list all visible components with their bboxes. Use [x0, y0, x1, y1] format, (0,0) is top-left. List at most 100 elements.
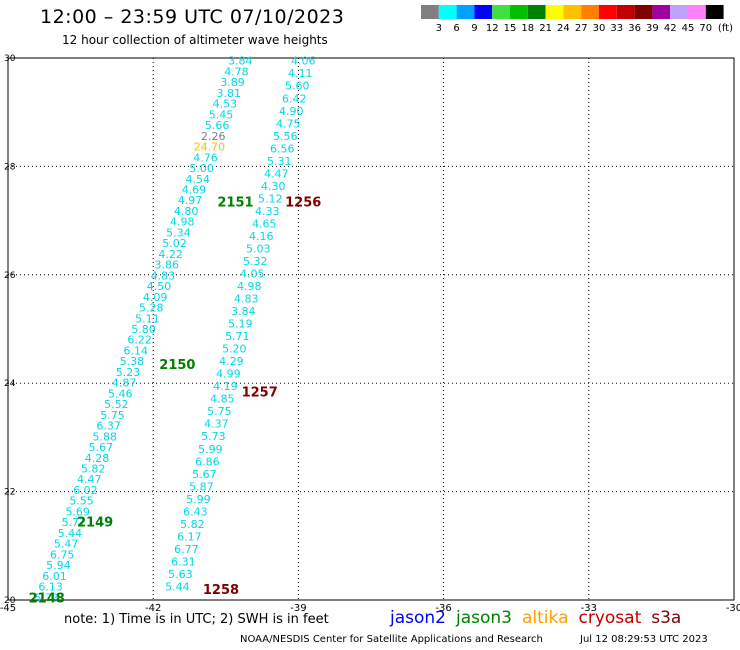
wave-height-value: 4.06 — [291, 55, 316, 68]
wave-height-value: 5.87 — [189, 480, 214, 493]
wave-height-value: 6.77 — [174, 543, 199, 556]
wave-height-value: 3.84 — [231, 305, 256, 318]
satellite-s3a: s3a — [651, 608, 682, 628]
lat-tick-label: 28 — [4, 162, 16, 172]
wave-height-value: 4.28 — [85, 452, 110, 465]
wave-height-value: 5.82 — [180, 518, 205, 531]
legend-label: 3 — [436, 23, 442, 34]
lat-tick-label: 24 — [4, 379, 16, 389]
wave-height-value: 3.84 — [228, 55, 253, 68]
wave-height-value: 5.31 — [267, 155, 292, 168]
wave-height-value: 5.55 — [69, 495, 94, 508]
wave-height-value: 4.54 — [185, 173, 210, 186]
lon-tick-label: -39 — [290, 603, 306, 614]
legend-label: 36 — [628, 23, 641, 34]
wave-height-value: 4.98 — [170, 216, 195, 229]
page-title: 12:00 – 23:59 UTC 07/10/2023 — [40, 6, 345, 28]
legend-swatch — [527, 5, 546, 19]
wave-height-value: 5.72 — [62, 516, 87, 529]
wave-height-value: 5.02 — [162, 237, 187, 250]
wave-height-value: 6.75 — [50, 548, 75, 561]
footer-note: note: 1) Time is in UTC; 2) SWH is in fe… — [64, 612, 329, 627]
legend-swatch — [688, 5, 706, 19]
wave-height-value: 4.47 — [77, 473, 102, 486]
wave-height-value: 3.89 — [220, 76, 245, 89]
page-subtitle: 12 hour collection of altimeter wave hei… — [62, 33, 328, 47]
legend-swatch — [634, 5, 653, 19]
wave-height-value: 5.46 — [108, 387, 133, 400]
legend-swatch — [670, 5, 688, 19]
legend-swatch — [474, 5, 493, 19]
legend-label: 27 — [575, 23, 588, 34]
lon-tick-label: -30 — [726, 603, 740, 614]
pass-label: 1258 — [203, 583, 239, 598]
wave-height-value: 4.33 — [255, 205, 280, 218]
legend-swatch — [421, 5, 439, 19]
legend-label: 6 — [453, 23, 459, 34]
lat-tick-label: 20 — [4, 596, 16, 606]
satellite-altika: altika — [522, 608, 569, 628]
wave-height-value: 24.70 — [194, 141, 226, 154]
legend-label: 21 — [539, 23, 552, 34]
wave-height-value: 5.88 — [93, 430, 118, 443]
wave-height-value: 4.90 — [279, 105, 304, 118]
wave-height-value: 5.75 — [100, 409, 125, 422]
wave-height-value: 4.29 — [219, 355, 244, 368]
wave-height-value: 6.13 — [38, 581, 63, 594]
pass-label: 2150 — [159, 358, 195, 373]
wave-height-value: 5.66 — [205, 119, 230, 132]
wave-height-value: 5.99 — [186, 493, 211, 506]
pass-label: 2151 — [217, 196, 253, 211]
wave-height-value: 4.80 — [174, 205, 199, 218]
wave-height-value: 5.44 — [58, 527, 83, 540]
wave-height-value: 5.28 — [139, 302, 164, 315]
wave-height-value: 4.65 — [252, 217, 277, 230]
satellite-legend: jason2 jason3 altika cryosat s3a — [390, 608, 691, 628]
legend-label: 45 — [682, 23, 695, 34]
legend-label: 9 — [471, 23, 477, 34]
lon-tick-label: -33 — [581, 603, 597, 614]
pass-label: 1256 — [285, 196, 321, 211]
wave-height-value: 6.37 — [96, 420, 121, 433]
wave-height-value: 4.05 — [240, 268, 265, 281]
wave-height-value: 5.99 — [198, 443, 223, 456]
wave-height-value: 4.75 — [276, 117, 301, 130]
credit-line: NOAA/NESDIS Center for Satellite Applica… — [240, 634, 543, 645]
legend-label: 30 — [593, 23, 606, 34]
wave-height-value: 5.03 — [246, 242, 271, 255]
wave-height-value: 6.43 — [183, 505, 208, 518]
legend-unit: (ft) — [718, 23, 733, 34]
wave-height-value: 6.01 — [42, 570, 67, 583]
wave-height-value: 5.34 — [166, 226, 191, 239]
legend-label: 39 — [646, 23, 659, 34]
wave-height-value: 5.45 — [209, 108, 234, 121]
wave-height-value: 5.94 — [46, 559, 71, 572]
wave-height-value: 4.69 — [182, 183, 207, 196]
wave-height-value: 4.16 — [249, 230, 274, 243]
wave-height-value: 4.47 — [264, 167, 289, 180]
satellite-jason3: jason3 — [456, 608, 512, 628]
wave-height-value: 5.63 — [168, 568, 193, 581]
satellite-jason2: jason2 — [390, 608, 446, 628]
generated-timestamp: Jul 12 08:29:53 UTC 2023 — [580, 634, 708, 645]
wave-height-value: 5.67 — [192, 468, 217, 481]
lon-tick-label: -42 — [145, 603, 161, 614]
wave-height-value: 5.75 — [207, 405, 232, 418]
wave-height-value: 4.87 — [112, 377, 137, 390]
wave-height-value: 4.09 — [143, 291, 168, 304]
legend-label: 24 — [557, 23, 570, 34]
legend-swatch — [563, 5, 582, 19]
wave-height-value: 5.38 — [120, 355, 145, 368]
wave-height-value: 4.83 — [151, 269, 176, 282]
wave-height-value: 4.99 — [216, 368, 241, 381]
wave-height-value: 4.97 — [178, 194, 203, 207]
lon-tick-label: -36 — [435, 603, 451, 614]
wave-height-value: 5.19 — [228, 318, 253, 331]
lat-tick-label: 22 — [4, 488, 15, 498]
wave-height-color-legend: 3 6 9 12 15 18 21 24 27 30 33 36 39 42 45 70 (ft) — [421, 5, 733, 34]
wave-height-value: 3.81 — [216, 87, 241, 100]
wave-height-value: 5.20 — [222, 343, 247, 356]
wave-height-value: 4.50 — [147, 280, 172, 293]
legend-swatch — [652, 5, 671, 19]
wave-height-value: 5.11 — [135, 312, 160, 325]
